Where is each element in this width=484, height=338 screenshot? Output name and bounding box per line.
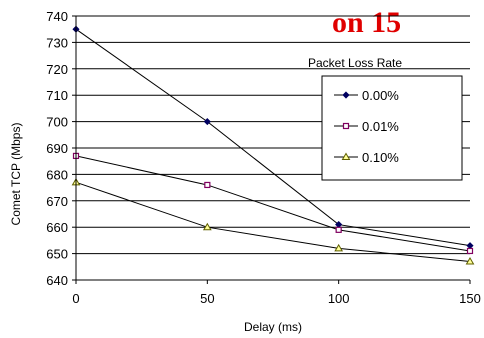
tick-labels: 640 650 660 670 680 690 700 710 720 730 740 0 50 100 1…	[46, 9, 481, 306]
series-line-1	[75, 155, 471, 252]
y-tick-label: 700	[46, 115, 68, 130]
y-tick-label: 740	[46, 9, 68, 24]
axes	[72, 15, 471, 284]
data-point	[466, 242, 474, 250]
data-point	[202, 222, 212, 231]
legend-marker	[342, 122, 350, 130]
x-tick-label: 150	[459, 291, 481, 306]
legend-entry: 0.00%	[362, 88, 399, 103]
y-axis-label: Comet TCP (Mbps)	[9, 123, 23, 226]
data-point	[204, 181, 211, 189]
x-tick-label: 50	[200, 291, 214, 306]
legend-marker	[341, 152, 351, 160]
data-point	[466, 247, 474, 255]
x-tick-label: 0	[72, 291, 79, 306]
y-tick-label: 650	[46, 247, 68, 262]
legend: 0.00% 0.01% 0.10%	[321, 75, 463, 181]
header-fragment-text: on 15	[332, 6, 401, 39]
series-line-2	[75, 181, 471, 263]
data-point	[465, 257, 475, 265]
legend-marker	[342, 91, 350, 99]
y-tick-label: 720	[46, 62, 68, 77]
legend-entry: 0.10%	[362, 150, 399, 165]
data-point	[335, 226, 342, 233]
y-tick-label: 710	[46, 88, 68, 103]
gridlines	[76, 15, 470, 255]
x-axis-label: Delay (ms)	[244, 320, 302, 334]
y-tick-label: 690	[46, 141, 68, 156]
y-tick-label: 670	[46, 194, 68, 209]
data-point	[203, 118, 211, 126]
y-tick-label: 640	[46, 273, 68, 288]
legend-title: Packet Loss Rate	[308, 56, 402, 70]
x-tick-label: 100	[328, 291, 350, 306]
series-line-0	[75, 28, 471, 247]
data-point	[334, 243, 344, 252]
y-tick-label: 730	[46, 35, 68, 50]
legend-entry: 0.01%	[362, 119, 399, 134]
y-tick-label: 680	[46, 167, 68, 182]
y-tick-label: 660	[46, 220, 68, 235]
